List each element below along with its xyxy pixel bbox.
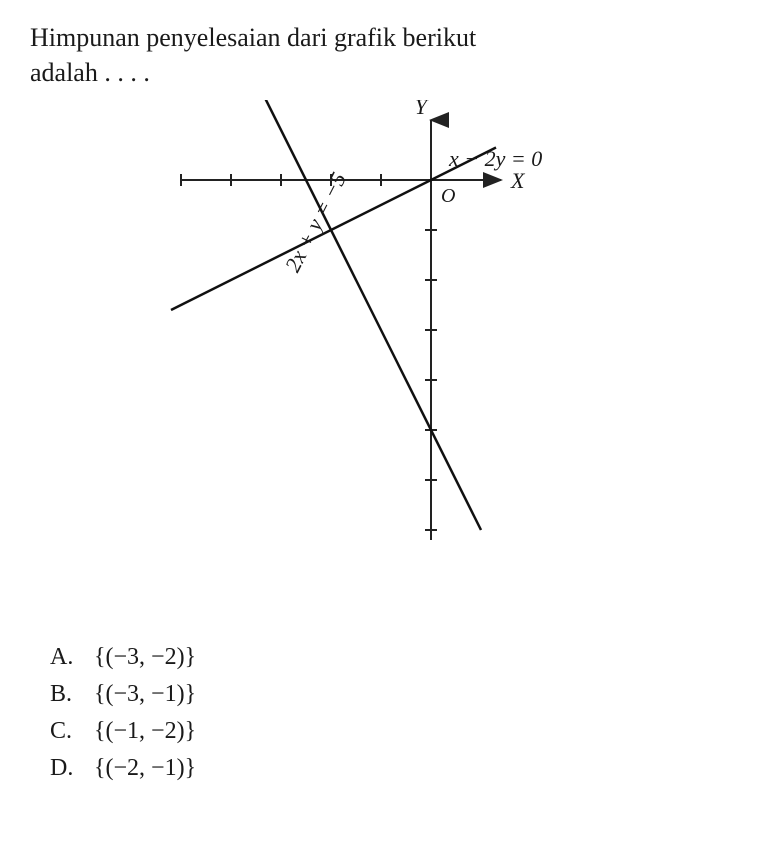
answer-choices: A. {(−3, −2)} B. {(−3, −1)} C. {(−1, −2)… xyxy=(50,644,752,782)
question-line-1: Himpunan penyelesaian dari grafik beriku… xyxy=(30,23,476,52)
choice-a: A. {(−3, −2)} xyxy=(50,644,752,671)
question-text: Himpunan penyelesaian dari grafik beriku… xyxy=(30,20,752,90)
chart-container: X Y Ox − 2y = 0 2x + y = −5 xyxy=(30,100,752,620)
svg-text:O: O xyxy=(441,185,455,207)
choice-letter: D. xyxy=(50,755,94,782)
svg-text:Y: Y xyxy=(415,100,430,119)
svg-text:x − 2y = 0: x − 2y = 0 xyxy=(448,146,542,171)
choice-letter: A. xyxy=(50,644,94,671)
choice-text: {(−3, −1)} xyxy=(94,681,196,708)
choice-letter: B. xyxy=(50,681,94,708)
choice-text: {(−3, −2)} xyxy=(94,644,196,671)
choice-text: {(−1, −2)} xyxy=(94,718,196,745)
choice-d: D. {(−2, −1)} xyxy=(50,755,752,782)
svg-text:X: X xyxy=(510,168,526,193)
choice-b: B. {(−3, −1)} xyxy=(50,681,752,708)
question-line-2: adalah . . . . xyxy=(30,58,150,87)
choice-letter: C. xyxy=(50,718,94,745)
choice-text: {(−2, −1)} xyxy=(94,755,196,782)
choice-c: C. {(−1, −2)} xyxy=(50,718,752,745)
coordinate-graph: X Y Ox − 2y = 0 2x + y = −5 xyxy=(161,100,621,620)
svg-text:2x + y = −5: 2x + y = −5 xyxy=(280,168,351,276)
